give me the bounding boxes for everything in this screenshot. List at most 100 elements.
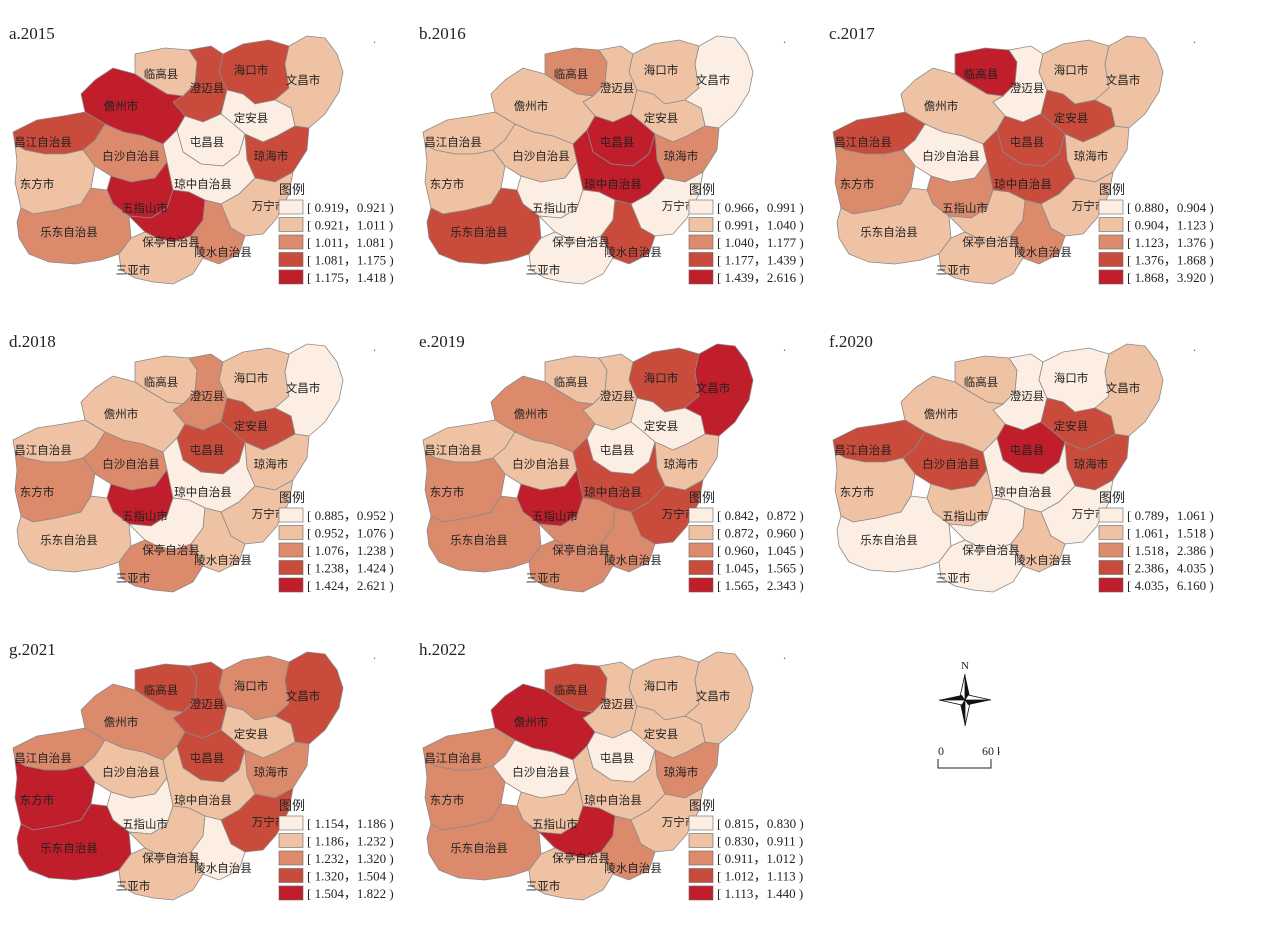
county-label: 定安县 — [644, 419, 679, 433]
legend-range-label: [ 0.885，0.952 ) — [307, 508, 394, 523]
panel-title: e.2019 — [419, 332, 465, 351]
county-label: 昌江自治县 — [14, 751, 72, 765]
legend-swatch — [688, 217, 714, 232]
legend-swatch — [688, 815, 714, 831]
map-panel-2018: d.2018 临高县 澄迈县 海口市 文昌市 儋州市 定安县 屯昌县 昌江自治县 白沙自治县 琼海市… — [5, 330, 405, 630]
region-陵水自治县 — [190, 815, 246, 881]
county-label: 东方市 — [430, 485, 465, 499]
legend-swatch — [1098, 234, 1124, 250]
county-label: 保亭自治县 — [142, 851, 200, 865]
legend-range-label: [ 0.911，1.012 ) — [717, 851, 803, 866]
legend-title: 图例 — [279, 491, 305, 506]
legend-range-label: [ 0.921，1.011 ) — [307, 218, 393, 233]
panel-title: c.2017 — [829, 24, 875, 43]
county-label: 屯昌县 — [190, 443, 225, 457]
county-label: 儋州市 — [514, 715, 549, 729]
county-label: 昌江自治县 — [14, 443, 72, 457]
county-label: 东方市 — [840, 177, 875, 191]
region-万宁市 — [630, 479, 704, 545]
legend-range-label: [ 1.012，1.113 ) — [717, 869, 803, 884]
county-label: 琼中自治县 — [174, 793, 232, 807]
county-label: 万宁市 — [252, 199, 287, 213]
county-label: 保亭自治县 — [552, 235, 610, 249]
corner-tick: · — [783, 346, 786, 357]
county-label: 陵水自治县 — [194, 245, 252, 259]
county-label: 屯昌县 — [1010, 443, 1045, 457]
county-label: 保亭自治县 — [962, 235, 1020, 249]
county-label: 白沙自治县 — [512, 149, 570, 163]
legend-range-label: [ 1.154，1.186 ) — [307, 816, 394, 831]
county-label: 陵水自治县 — [604, 245, 662, 259]
legend-range-label: [ 0.872，0.960 ) — [717, 526, 804, 541]
region-陵水自治县 — [600, 199, 656, 265]
legend-range-label: [ 0.991，1.040 ) — [717, 218, 804, 233]
region-文昌市 — [274, 343, 344, 437]
legend-swatch — [278, 815, 304, 831]
north-label: N — [961, 660, 969, 672]
legend-title: 图例 — [689, 491, 715, 506]
legend-swatch — [1098, 525, 1124, 540]
legend-swatch — [278, 560, 304, 575]
county-label: 临高县 — [964, 375, 999, 389]
county-label: 定安县 — [1054, 111, 1089, 125]
county-label: 屯昌县 — [1010, 135, 1045, 149]
county-label: 琼中自治县 — [584, 485, 642, 499]
county-label: 昌江自治县 — [834, 443, 892, 457]
scale-start-label: 0 — [938, 744, 944, 758]
legend-swatch — [278, 868, 304, 883]
legend-swatch — [278, 850, 304, 866]
county-label: 昌江自治县 — [834, 135, 892, 149]
county-label: 乐东自治县 — [40, 225, 98, 239]
region-陵水自治县 — [600, 507, 656, 573]
legend-range-label: [ 1.113，1.440 ) — [717, 886, 803, 901]
county-label: 琼海市 — [254, 457, 289, 471]
county-label: 陵水自治县 — [1014, 245, 1072, 259]
legend-range-label: [ 1.177，1.439 ) — [717, 253, 804, 268]
county-label: 三亚市 — [936, 571, 971, 585]
legend-swatch — [1098, 269, 1124, 285]
county-label: 乐东自治县 — [450, 841, 508, 855]
legend-swatch — [688, 885, 714, 901]
legend-range-label: [ 1.238，1.424 ) — [307, 561, 394, 576]
county-label: 昌江自治县 — [424, 135, 482, 149]
legend-swatch — [688, 269, 714, 285]
legend-range-label: [ 1.232，1.320 ) — [307, 851, 394, 866]
county-label: 琼中自治县 — [994, 177, 1052, 191]
legend-range-label: [ 1.518，2.386 ) — [1127, 543, 1214, 558]
legend-range-label: [ 0.919，0.921 ) — [307, 200, 394, 215]
county-label: 三亚市 — [116, 263, 151, 277]
legend-swatch — [688, 199, 714, 215]
county-label: 东方市 — [20, 177, 55, 191]
county-label: 临高县 — [144, 683, 179, 697]
north-arrow-and-scale: N 0 60 km — [937, 660, 1000, 769]
corner-tick: · — [373, 38, 376, 49]
county-label: 海口市 — [234, 679, 269, 693]
county-label: 陵水自治县 — [194, 861, 252, 875]
region-三亚市 — [528, 231, 614, 285]
county-label: 澄迈县 — [1010, 81, 1045, 95]
county-label: 东方市 — [20, 793, 55, 807]
region-三亚市 — [528, 847, 614, 901]
legend-range-label: [ 0.815，0.830 ) — [717, 816, 804, 831]
legend-title: 图例 — [689, 799, 715, 814]
legend-swatch — [278, 234, 304, 250]
region-三亚市 — [938, 231, 1024, 285]
county-label: 陵水自治县 — [194, 553, 252, 567]
legend-swatch — [688, 507, 714, 523]
county-label: 琼海市 — [664, 149, 699, 163]
county-label: 三亚市 — [936, 263, 971, 277]
legend-range-label: [ 1.040，1.177 ) — [717, 235, 804, 250]
region-万宁市 — [220, 787, 294, 853]
county-label: 琼中自治县 — [584, 793, 642, 807]
county-label: 琼海市 — [254, 149, 289, 163]
county-label: 琼海市 — [664, 765, 699, 779]
county-label: 万宁市 — [252, 815, 287, 829]
county-label: 东方市 — [430, 177, 465, 191]
legend-range-label: [ 1.424，2.621 ) — [307, 578, 394, 593]
county-label: 乐东自治县 — [40, 841, 98, 855]
county-label: 五指山市 — [532, 201, 578, 215]
county-label: 保亭自治县 — [962, 543, 1020, 557]
county-label: 陵水自治县 — [1014, 553, 1072, 567]
